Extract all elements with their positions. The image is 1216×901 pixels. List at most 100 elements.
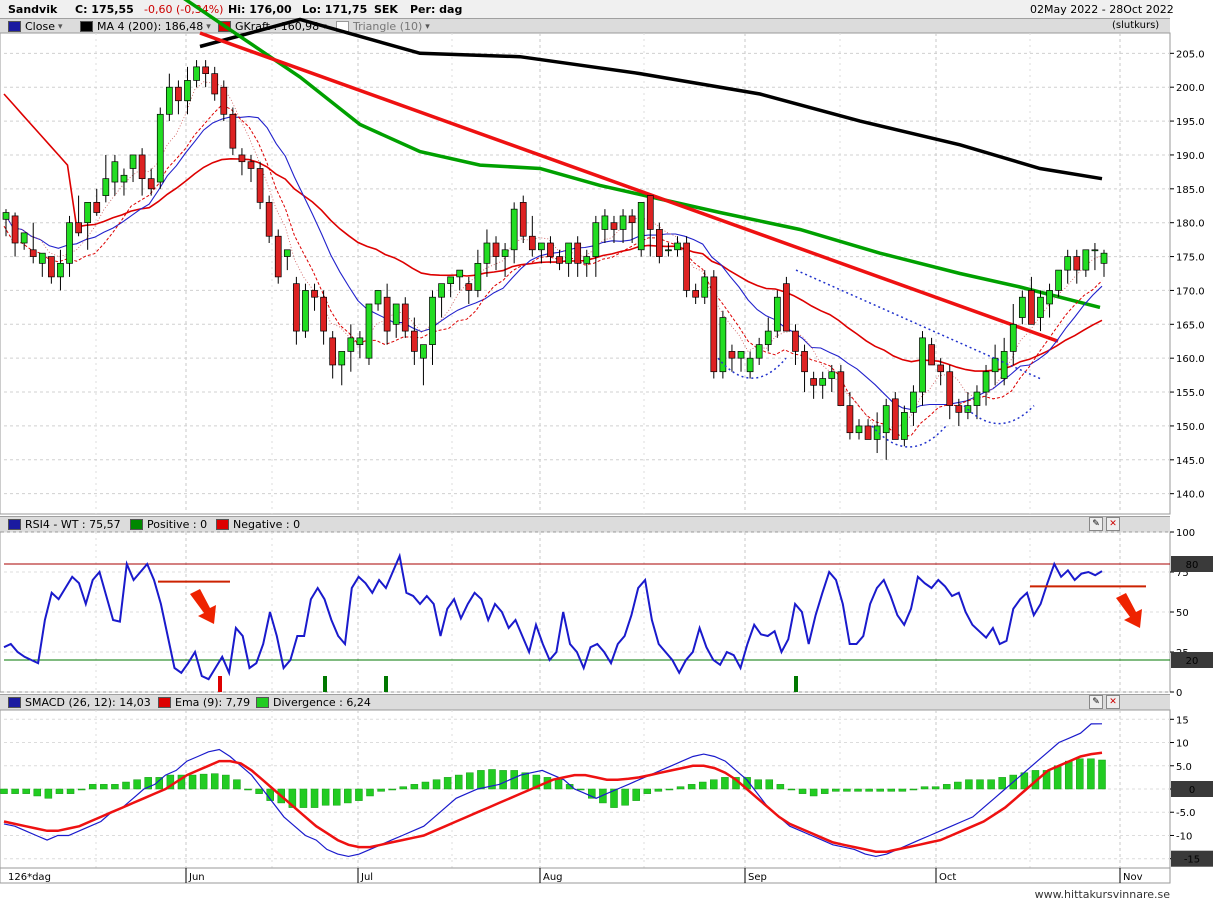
candle-down: [147, 178, 155, 190]
candle-up: [910, 391, 917, 413]
divergence-bar: [942, 784, 951, 790]
divergence-bar: [11, 788, 19, 794]
divergence-bar: [898, 788, 907, 792]
legend-label: RSI4 - WT : 75,57: [25, 518, 121, 531]
candle-down: [955, 405, 963, 413]
divergence-bar: [710, 779, 718, 790]
candle-up: [102, 178, 110, 196]
legend-label: Negative : 0: [233, 518, 301, 531]
divergence-bar: [122, 781, 130, 790]
x-tick-label: Nov: [1123, 872, 1143, 883]
divergence-bar: [876, 788, 884, 792]
divergence-bar: [44, 788, 53, 799]
candle-up: [129, 154, 137, 169]
candle-down: [891, 398, 899, 440]
candle-up: [737, 351, 745, 359]
candle-down: [628, 215, 636, 224]
candle-up: [855, 425, 863, 434]
smacd-line: [3, 723, 1103, 858]
ma200-line: [199, 17, 1103, 181]
y-tick-label: 190.0: [1176, 151, 1205, 162]
legend-item-triangle[interactable]: Triangle (10) ▾: [336, 20, 430, 33]
divergence-bar: [255, 788, 263, 794]
candle-down: [48, 256, 55, 278]
candle-up: [347, 337, 355, 352]
divergence-bar: [887, 788, 896, 792]
y-tick-label: 185.0: [1176, 185, 1205, 196]
candle-up: [2, 212, 10, 220]
divergence-bar: [721, 777, 729, 790]
close-icon[interactable]: ✕: [1106, 517, 1120, 531]
candle-down: [801, 351, 808, 373]
candle-down: [928, 344, 935, 366]
candle-up: [773, 296, 781, 332]
ticker-name: Sandvik: [8, 3, 58, 16]
divergence-bar: [477, 770, 485, 790]
candle-up: [565, 242, 572, 264]
candle-down: [556, 256, 563, 264]
rsi-level-label: 20: [1186, 656, 1199, 667]
candle-up: [365, 303, 373, 359]
candle-up: [982, 371, 990, 393]
footer-url: www.hittakursvinnare.se: [1034, 888, 1170, 901]
candle-down: [1073, 256, 1081, 271]
candle-up: [755, 344, 763, 359]
chevron-down-icon[interactable]: ▾: [57, 21, 63, 32]
candle-down: [211, 73, 219, 95]
divergence-bar: [443, 777, 452, 790]
rsi-signal-bar: [794, 676, 798, 692]
candle-down: [492, 242, 500, 257]
legend-item-ma[interactable]: MA 4 (200): 186,48 ▾: [80, 20, 211, 33]
close-icon[interactable]: ✕: [1106, 695, 1120, 709]
candle-up: [601, 215, 609, 230]
divergence-bar: [421, 781, 430, 790]
divergence-bar: [654, 788, 663, 792]
candle-up: [84, 202, 92, 224]
settings-icon[interactable]: ✎: [1089, 517, 1103, 531]
divergence-bar: [310, 788, 319, 808]
candle-down: [93, 202, 101, 213]
negative-swatch: [216, 519, 229, 530]
settings-icon[interactable]: ✎: [1089, 695, 1103, 709]
candle-up: [429, 296, 436, 345]
candle-up: [510, 208, 518, 251]
macd-level-label: -15: [1184, 855, 1200, 866]
candle-up: [120, 174, 128, 183]
chevron-down-icon[interactable]: ▾: [206, 21, 211, 32]
candle-down: [692, 290, 700, 298]
legend-item-close[interactable]: Close ▾: [8, 20, 63, 33]
rsi-signal-bar: [323, 676, 327, 692]
candle-down: [293, 283, 300, 332]
y-tick-label: 50: [1176, 608, 1189, 619]
y-tick-label: -10: [1176, 831, 1192, 842]
candle-down: [528, 235, 536, 251]
positive-swatch: [130, 519, 143, 530]
candle-up: [283, 249, 291, 257]
candle-up: [1100, 252, 1108, 264]
divergence-bar: [244, 788, 252, 791]
chevron-down-icon[interactable]: ▾: [425, 21, 430, 32]
divergence-bar: [88, 784, 97, 790]
macd-level-badge: [1171, 781, 1213, 797]
candle-up: [674, 242, 681, 251]
pattern-arc-right: [963, 405, 1035, 425]
candle-down: [311, 290, 318, 298]
y-tick-label: 5.0: [1176, 762, 1192, 773]
divergence-bar: [488, 769, 496, 790]
divergence-swatch: [256, 697, 269, 708]
candle-up: [1082, 249, 1090, 271]
divergence-bar: [377, 788, 385, 792]
divergence-bar: [765, 779, 774, 790]
candle-down: [29, 249, 37, 257]
candle-up: [501, 249, 509, 257]
macd-level-label: 0: [1189, 785, 1195, 796]
divergence-bar: [787, 788, 796, 791]
y-tick-label: 100: [1176, 528, 1195, 539]
candle-up: [665, 249, 672, 252]
candle-up: [20, 232, 28, 244]
rsi-level-badge: [1171, 652, 1213, 668]
x-tick-label: Jun: [188, 872, 205, 883]
divergence-bar: [632, 788, 640, 801]
divergence-bar: [621, 788, 629, 806]
